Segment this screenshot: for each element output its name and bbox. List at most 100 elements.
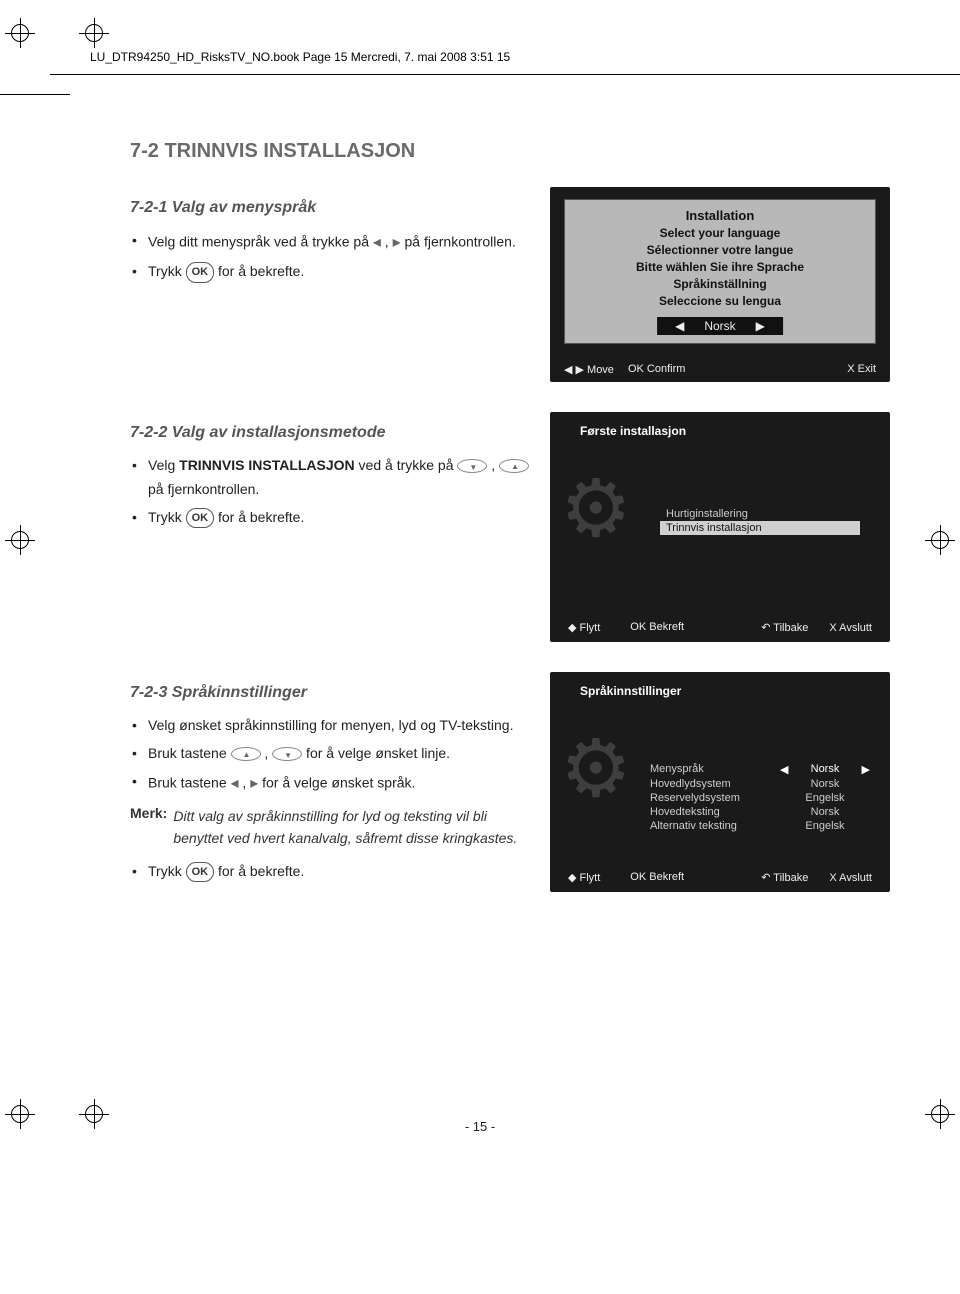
text: Velg [148,457,179,473]
text: Trykk [148,509,186,525]
setting-key: Alternativ teksting [650,820,780,832]
page: LU_DTR94250_HD_RisksTV_NO.book Page 15 M… [90,50,910,1234]
text: Trykk [148,863,186,879]
setting-value: Engelsk [780,820,870,832]
text: , [239,774,251,790]
setting-value: Norsk [788,763,861,776]
bullet-item: Trykk OK for å bekrefte. [130,260,530,284]
settings-row: Menyspråk ◀ Norsk ▶ [650,762,870,777]
text-column: 7-2-2 Valg av installasjonsmetode Velg T… [130,412,530,642]
text: ved å trykke på [355,457,458,473]
text: , [381,233,393,249]
hint-confirm: OK Bekreft [630,871,684,884]
hint-exit: X Exit [847,363,876,376]
text: på fjernkontrollen. [401,233,516,249]
note: Merk: Ditt valg av språkinnstilling for … [130,805,530,850]
hint-move: ◆ Flytt [568,871,600,884]
header-rule [50,74,960,75]
text: , [487,457,499,473]
text: Bruk tastene [148,745,231,761]
bullet-list: Velg ønsket språkinnstilling for menyen,… [130,714,530,797]
subsection-heading: 7-2-1 Valg av menyspråk [130,199,530,217]
bullet-item: Bruk tastene ◂ , ▸ for å velge ønsket sp… [130,770,530,797]
note-label: Merk: [130,805,167,850]
setting-value: Norsk [780,806,870,818]
menu-item: Hurtiginstallering [660,507,860,521]
right-arrow-icon: ▶ [862,763,870,776]
text: Velg ditt menyspråk ved å trykke på [148,233,373,249]
text: for å velge ønsket språk. [258,774,415,790]
subsection-heading: 7-2-3 Språkinnstillinger [130,684,530,702]
text: Trykk [148,263,186,279]
dialog-title: Installation [565,208,875,223]
text: for å bekrefte. [214,509,304,525]
tv-screenshot-language: Installation Select your language Sélect… [550,187,890,382]
bottom-bar: ◆ Flytt OK Bekreft ↶ Tilbake X Avslutt [568,621,872,634]
bullet-item: Bruk tastene , for å velge ønsket linje. [130,742,530,766]
hint-back: ↶ Tilbake [761,622,808,634]
text-column: 7-2-1 Valg av menyspråk Velg ditt menysp… [130,187,530,382]
page-number: - 15 - [465,1119,495,1134]
down-arrow-icon [457,459,487,473]
right-arrow-icon: ▶ [756,319,765,333]
settings-row: HovedtekstingNorsk [650,805,870,819]
settings-row: Alternativ tekstingEngelsk [650,819,870,833]
screen-title: Første installasjon [580,424,686,438]
up-arrow-icon [499,459,529,473]
hint-exit: X Avslutt [829,622,872,634]
dialog-line: Seleccione su lengua [565,294,875,308]
text: Bruk tastene [148,774,231,790]
header-rule-short [0,94,70,95]
ok-button-icon: OK [186,508,215,529]
section-heading: 7-2 TRINNVIS INSTALLASJON [130,140,890,163]
settings-list: Menyspråk ◀ Norsk ▶ HovedlydsystemNorsk … [650,762,870,833]
settings-row: HovedlydsystemNorsk [650,777,870,791]
hint-move: ◀ ▶ Move [564,363,614,376]
down-arrow-icon [272,747,302,761]
menu-panel: Hurtiginstallering Trinnvis installasjon [660,507,860,535]
setting-key: Menyspråk [650,763,780,776]
text: på fjernkontrollen. [148,481,259,497]
hint-confirm: OK Bekreft [630,621,684,634]
text-column: 7-2-3 Språkinnstillinger Velg ønsket spr… [130,672,530,892]
hint-back: ↶ Tilbake [761,872,808,884]
screenshot-column: Installation Select your language Sélect… [550,187,890,382]
bold-text: TRINNVIS INSTALLASJON [179,457,355,473]
setting-value: Norsk [780,778,870,790]
hint-exit: X Avslutt [829,872,872,884]
dialog-panel: Installation Select your language Sélect… [564,199,876,344]
subsection-heading: 7-2-2 Valg av installasjonsmetode [130,424,530,442]
setting-key: Hovedlydsystem [650,778,780,790]
bottom-bar: ◆ Flytt OK Bekreft ↶ Tilbake X Avslutt [568,871,872,884]
ok-button-icon: OK [186,862,215,883]
gear-icon [560,732,650,822]
text: , [261,745,273,761]
gear-icon [560,472,650,562]
screen-title: Språkinnstillinger [580,684,681,698]
left-arrow-icon: ◀ [675,319,684,333]
selected-language: Norsk [704,319,735,333]
bullet-list: Trykk OK for å bekrefte. [130,860,530,884]
setting-key: Hovedteksting [650,806,780,818]
section-7-2-2: 7-2-2 Valg av installasjonsmetode Velg T… [130,412,890,642]
settings-row: ReservelydsystemEngelsk [650,791,870,805]
screenshot-column: Språkinnstillinger Menyspråk ◀ Norsk ▶ H… [550,672,890,892]
dialog-line: Sélectionner votre langue [565,243,875,257]
content: 7-2 TRINNVIS INSTALLASJON 7-2-1 Valg av … [130,140,890,922]
ok-button-icon: OK [186,262,215,283]
bullet-item: Trykk OK for å bekrefte. [130,860,530,884]
header-fileinfo: LU_DTR94250_HD_RisksTV_NO.book Page 15 M… [90,50,910,64]
dialog-line: Bitte wählen Sie ihre Sprache [565,260,875,274]
text: for å velge ønsket linje. [302,745,450,761]
bullet-item: Velg ønsket språkinnstilling for menyen,… [130,714,530,738]
right-arrow-icon: ▸ [393,229,401,256]
dialog-line: Select your language [565,226,875,240]
tv-screenshot-language-settings: Språkinnstillinger Menyspråk ◀ Norsk ▶ H… [550,672,890,892]
text: for å bekrefte. [214,863,304,879]
text: for å bekrefte. [214,263,304,279]
menu-item-selected: Trinnvis installasjon [660,521,860,535]
setting-key: Reservelydsystem [650,792,780,804]
bullet-item: Velg TRINNVIS INSTALLASJON ved å trykke … [130,454,530,502]
up-arrow-icon [231,747,261,761]
setting-value: Engelsk [780,792,870,804]
